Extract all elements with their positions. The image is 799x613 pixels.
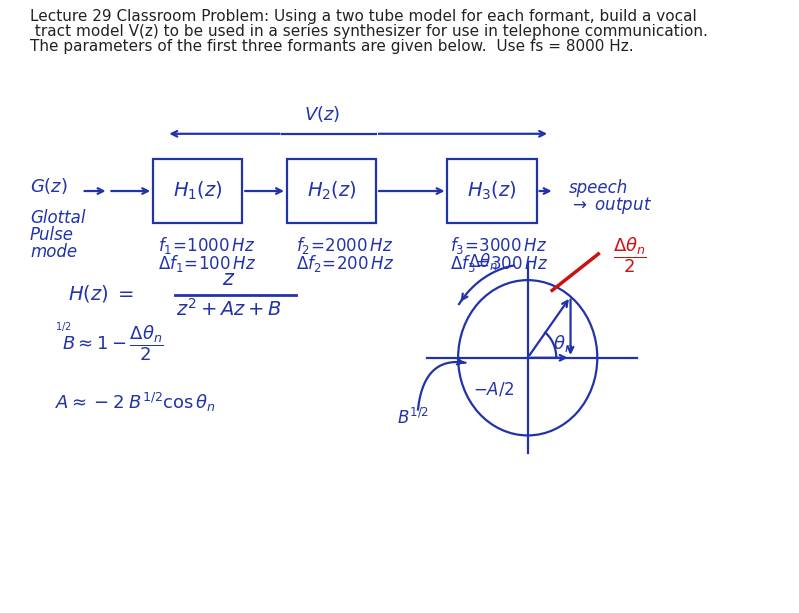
Text: $\Delta\theta_n$: $\Delta\theta_n$	[468, 251, 498, 272]
FancyBboxPatch shape	[153, 159, 242, 223]
Text: $B^{1/2}$: $B^{1/2}$	[397, 408, 429, 427]
Text: $f_3\!=\!3000\,Hz$: $f_3\!=\!3000\,Hz$	[450, 235, 547, 256]
Text: $\rightarrow$ output: $\rightarrow$ output	[569, 195, 652, 216]
Text: Lecture 29 Classroom Problem: Using a two tube model for each formant, build a v: Lecture 29 Classroom Problem: Using a tw…	[30, 9, 697, 25]
Text: speech: speech	[569, 179, 628, 197]
Text: $\Delta f_3\!=\!300\,Hz$: $\Delta f_3\!=\!300\,Hz$	[450, 253, 548, 274]
Text: $\theta_n$: $\theta_n$	[553, 333, 573, 354]
Text: $f_2\!=\!2000\,Hz$: $f_2\!=\!2000\,Hz$	[296, 235, 393, 256]
Text: mode: mode	[30, 243, 77, 261]
Text: $V(z)$: $V(z)$	[304, 104, 340, 124]
Text: $\dfrac{\Delta\theta_n}{2}$: $\dfrac{\Delta\theta_n}{2}$	[614, 235, 647, 275]
Text: Glottal: Glottal	[30, 209, 85, 227]
Text: $B \approx 1 - \dfrac{\Delta\theta_n}{2}$: $B \approx 1 - \dfrac{\Delta\theta_n}{2}…	[62, 323, 164, 363]
Text: $H_3(z)$: $H_3(z)$	[467, 180, 517, 202]
Text: $\Delta f_2\!=\!200\,Hz$: $\Delta f_2\!=\!200\,Hz$	[296, 253, 394, 274]
Text: $z$: $z$	[222, 269, 236, 289]
Text: $H_1(z)$: $H_1(z)$	[173, 180, 222, 202]
Text: $A \approx -2\;B^{1/2}\cos\theta_n$: $A \approx -2\;B^{1/2}\cos\theta_n$	[55, 391, 216, 414]
FancyBboxPatch shape	[287, 159, 376, 223]
Text: The parameters of the first three formants are given below.  Use fs = 8000 Hz.: The parameters of the first three forman…	[30, 39, 634, 54]
Text: $\Delta f_1\!=\!100\,Hz$: $\Delta f_1\!=\!100\,Hz$	[157, 253, 256, 274]
Text: $-A/2$: $-A/2$	[473, 381, 515, 398]
Text: $z^2+Az+B$: $z^2+Az+B$	[176, 298, 282, 320]
Text: $H(z)\;=$: $H(z)\;=$	[68, 283, 134, 303]
Text: $f_1\!=\!1000\,Hz$: $f_1\!=\!1000\,Hz$	[157, 235, 255, 256]
Text: $H_2(z)$: $H_2(z)$	[307, 180, 356, 202]
Text: Pulse: Pulse	[30, 226, 74, 244]
FancyBboxPatch shape	[447, 159, 537, 223]
Text: $^{1/2}$: $^{1/2}$	[55, 322, 71, 336]
Text: tract model V(z) to be used in a series synthesizer for use in telephone communi: tract model V(z) to be used in a series …	[30, 25, 708, 39]
Text: $G(z)$: $G(z)$	[30, 176, 68, 196]
